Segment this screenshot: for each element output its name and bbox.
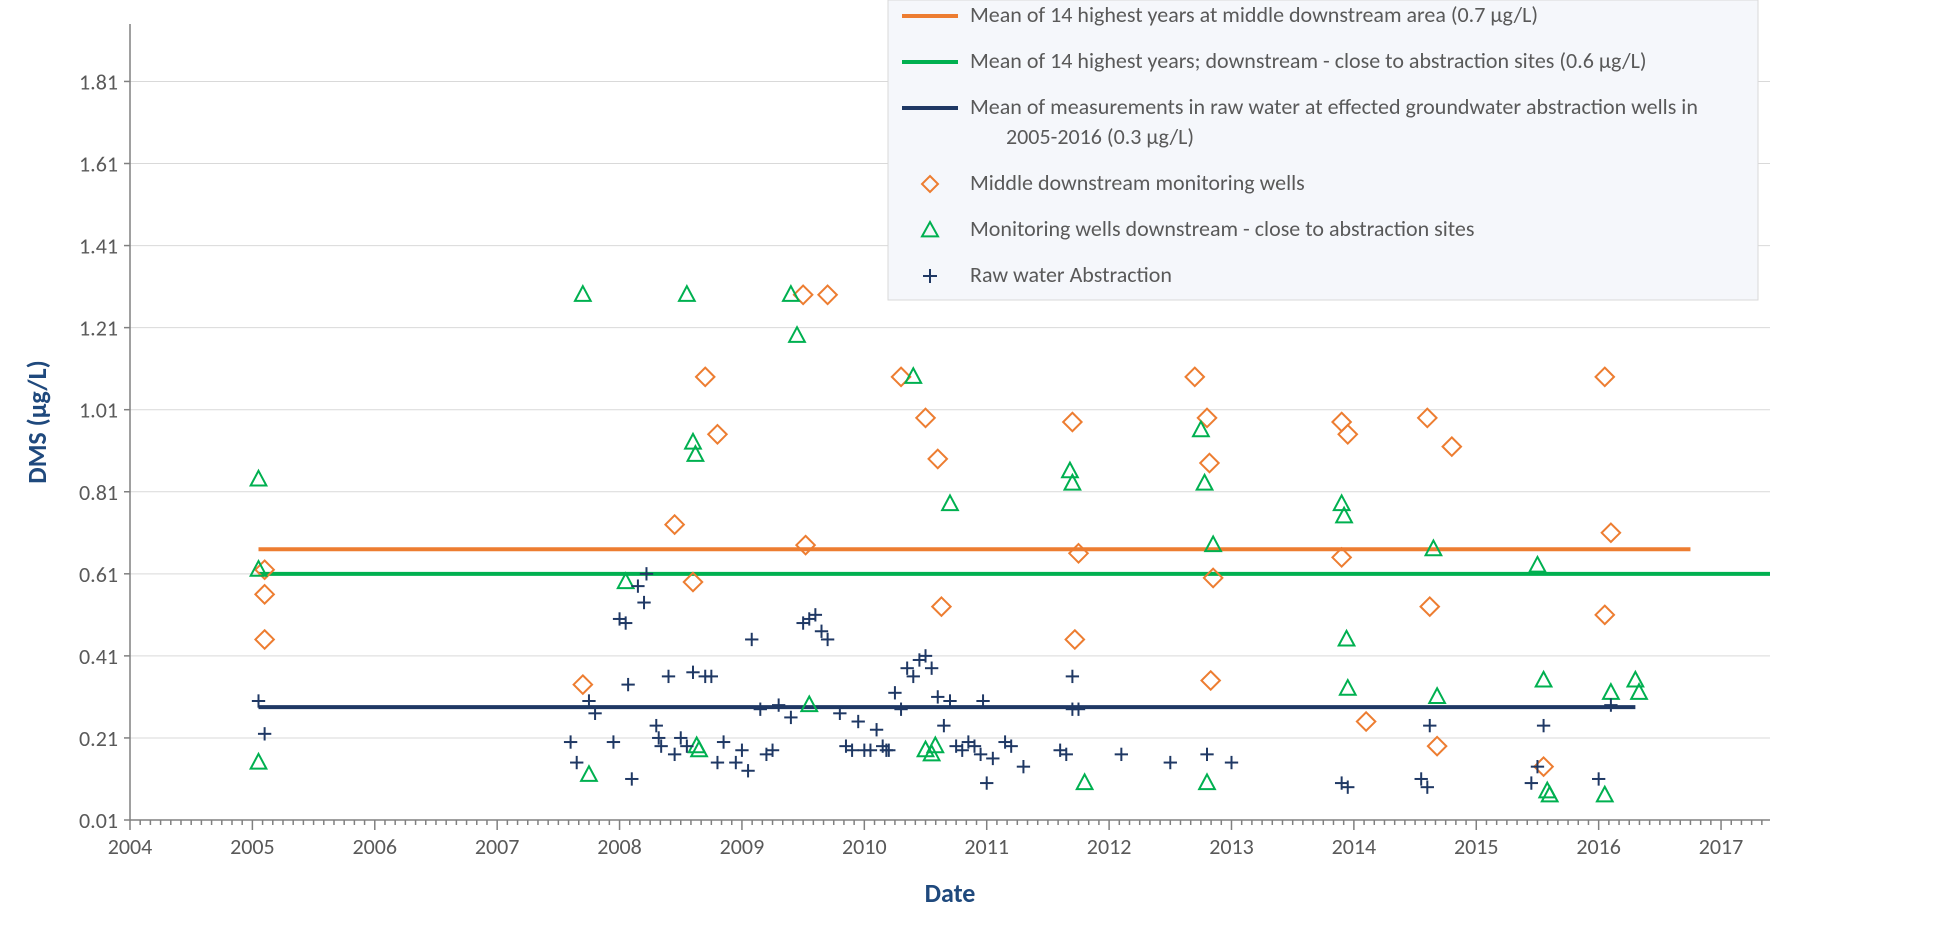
y-tick-label: 0.41 — [79, 643, 118, 670]
dms-scatter-chart: 0.01 0.21 0.41 0.61 0.81 1.01 1.21 1.41 1.61 1.81… — [0, 0, 1959, 942]
x-tick-label: 2016 — [1576, 833, 1621, 860]
y-tick-label: 0.81 — [79, 479, 118, 506]
x-tick-label: 2010 — [842, 833, 887, 860]
y-tick-label: 0.61 — [79, 561, 118, 588]
y-tick-label: 0.01 — [79, 807, 118, 834]
legend-label: Middle downstream monitoring wells — [970, 169, 1305, 196]
legend-label: Raw water Abstraction — [970, 261, 1172, 288]
legend: Mean of 14 highest years at middle downs… — [888, 0, 1758, 300]
legend-label: Mean of 14 highest years at middle downs… — [970, 1, 1538, 28]
x-tick-label: 2015 — [1454, 833, 1499, 860]
legend-label: Monitoring wells downstream - close to a… — [970, 215, 1474, 242]
x-tick-label: 2008 — [597, 833, 642, 860]
y-tick-label: 1.41 — [79, 233, 118, 260]
y-tick-label: 1.21 — [79, 315, 118, 342]
x-tick-label: 2011 — [964, 833, 1009, 860]
x-tick-label: 2009 — [720, 833, 765, 860]
y-tick-label: 0.21 — [79, 725, 118, 752]
y-axis-title: DMS (µg/L) — [21, 360, 53, 483]
x-tick-label: 2013 — [1209, 833, 1254, 860]
x-tick-label: 2005 — [230, 833, 275, 860]
x-tick-label: 2012 — [1087, 833, 1132, 860]
y-tick-label: 1.81 — [79, 68, 118, 95]
x-tick-label: 2007 — [475, 833, 520, 860]
x-tick-label: 2006 — [352, 833, 397, 860]
legend-label: Mean of 14 highest years; downstream - c… — [970, 47, 1647, 74]
x-tick-label: 2017 — [1699, 833, 1744, 860]
y-tick-label: 1.01 — [79, 397, 118, 424]
x-tick-label: 2014 — [1332, 833, 1377, 860]
x-axis-title: Date — [925, 877, 976, 909]
y-tick-label: 1.61 — [79, 151, 118, 178]
x-tick-label: 2004 — [108, 833, 153, 860]
chart-svg: 0.01 0.21 0.41 0.61 0.81 1.01 1.21 1.41 1.61 1.81… — [0, 0, 1959, 942]
